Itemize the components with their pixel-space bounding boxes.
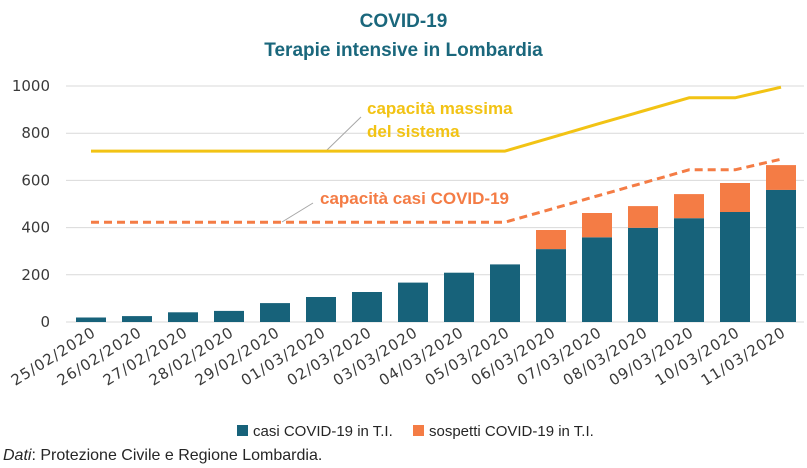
y-tick-label-600: 600 [21, 171, 50, 189]
legend-swatch-casi [237, 425, 248, 436]
bar-casi-12 [628, 227, 658, 322]
chart-title: COVID-19 [360, 11, 448, 32]
bar-sospetti-10 [536, 230, 566, 250]
bar-sospetti-12 [628, 206, 658, 228]
bar-casi-1 [122, 316, 152, 322]
bar-casi-4 [260, 303, 290, 322]
bar-casi-0 [76, 317, 106, 322]
line-capacita-massima-del-sistema [91, 85, 782, 153]
bar-casi-7 [398, 282, 428, 322]
bar-casi-2 [168, 312, 198, 322]
y-tick-label-200: 200 [21, 266, 50, 284]
data-source-text: : Protezione Civile e Regione Lombardia. [31, 447, 322, 464]
capacity-lines [91, 85, 782, 224]
bar-sospetti-11 [582, 213, 612, 238]
y-tick-label-1000: 1000 [12, 77, 50, 95]
y-tick-label-400: 400 [21, 219, 50, 237]
legend-swatch-sospetti [413, 425, 424, 436]
bar-casi-11 [582, 237, 612, 322]
bar-casi-9 [490, 264, 520, 322]
bar-casi-5 [306, 297, 336, 322]
annotation-capacita-massima-line1: capacità massima [367, 99, 513, 118]
bar-casi-15 [766, 189, 796, 322]
bar-casi-3 [214, 310, 244, 322]
annotation-leader-capacita-casi-covid [281, 202, 314, 223]
x-axis-tick-labels: 25/02/202026/02/202027/02/202028/02/2020… [8, 323, 789, 389]
bar-casi-6 [352, 292, 382, 322]
data-source-label: Dati [3, 447, 32, 464]
bar-sospetti-13 [674, 194, 704, 219]
bar-sospetti-14 [720, 183, 750, 212]
stacked-bars [76, 165, 796, 322]
bar-casi-13 [674, 218, 704, 322]
y-axis-tick-labels: 0 200 400 600 800 1000 [12, 77, 50, 331]
legend-label-casi: casi COVID-19 in T.I. [253, 423, 393, 440]
bar-casi-8 [444, 272, 474, 322]
bar-casi-14 [720, 212, 750, 322]
annotation-capacita-massima-line2: del sistema [367, 122, 460, 141]
legend-label-sospetti: sospetti COVID-19 in T.I. [429, 423, 594, 440]
bar-sospetti-15 [766, 165, 796, 190]
chart-subtitle: Terapie intensive in Lombardia [264, 40, 543, 61]
annotation-leader-capacita-massima [325, 116, 362, 152]
line-capacita-casi-covid-19 [91, 157, 782, 224]
y-tick-label-0: 0 [40, 313, 50, 331]
legend: casi COVID-19 in T.I. sospetti COVID-19 … [237, 423, 594, 440]
y-tick-label-800: 800 [21, 124, 50, 142]
annotation-capacita-casi-covid: capacità casi COVID-19 [320, 189, 509, 208]
bar-casi-10 [536, 249, 566, 322]
data-source-note: Dati: Protezione Civile e Regione Lombar… [3, 447, 322, 464]
